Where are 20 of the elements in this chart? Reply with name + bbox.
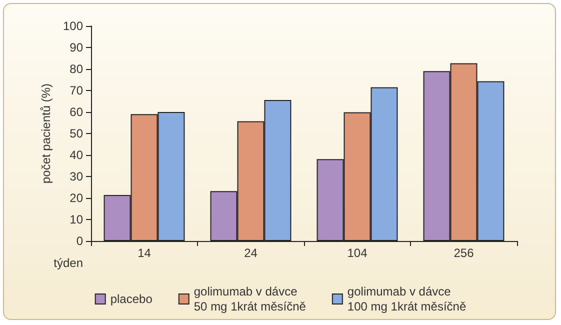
y-tick-label: 30 — [70, 170, 84, 184]
y-tick-label: 0 — [76, 234, 84, 248]
y-tick-label: 20 — [70, 191, 84, 205]
x-tick-label: 256 — [454, 246, 474, 260]
y-tick-label: 90 — [70, 40, 84, 54]
legend-label: golimumab v dávce 100 mg 1krát měsíčně — [347, 284, 466, 314]
y-axis-title: počet pacientů (%) — [39, 83, 54, 184]
y-tick-label: 70 — [70, 84, 84, 98]
y-tick-label: 100 — [62, 19, 84, 33]
x-axis-title: týden — [54, 256, 83, 270]
y-tick-label: 50 — [70, 126, 84, 140]
y-tick-label: 40 — [70, 148, 84, 162]
y-tick-label: 10 — [70, 212, 84, 226]
y-tick-label: 60 — [70, 105, 84, 119]
x-tick-label: 24 — [244, 246, 258, 260]
x-tick-label: 14 — [138, 246, 152, 260]
legend-label: golimumab v dávce 50 mg 1krát měsíčně — [194, 284, 306, 314]
legend-label: placebo — [110, 292, 153, 306]
y-tick-label: 80 — [70, 62, 84, 76]
x-tick-label: 104 — [347, 246, 368, 260]
